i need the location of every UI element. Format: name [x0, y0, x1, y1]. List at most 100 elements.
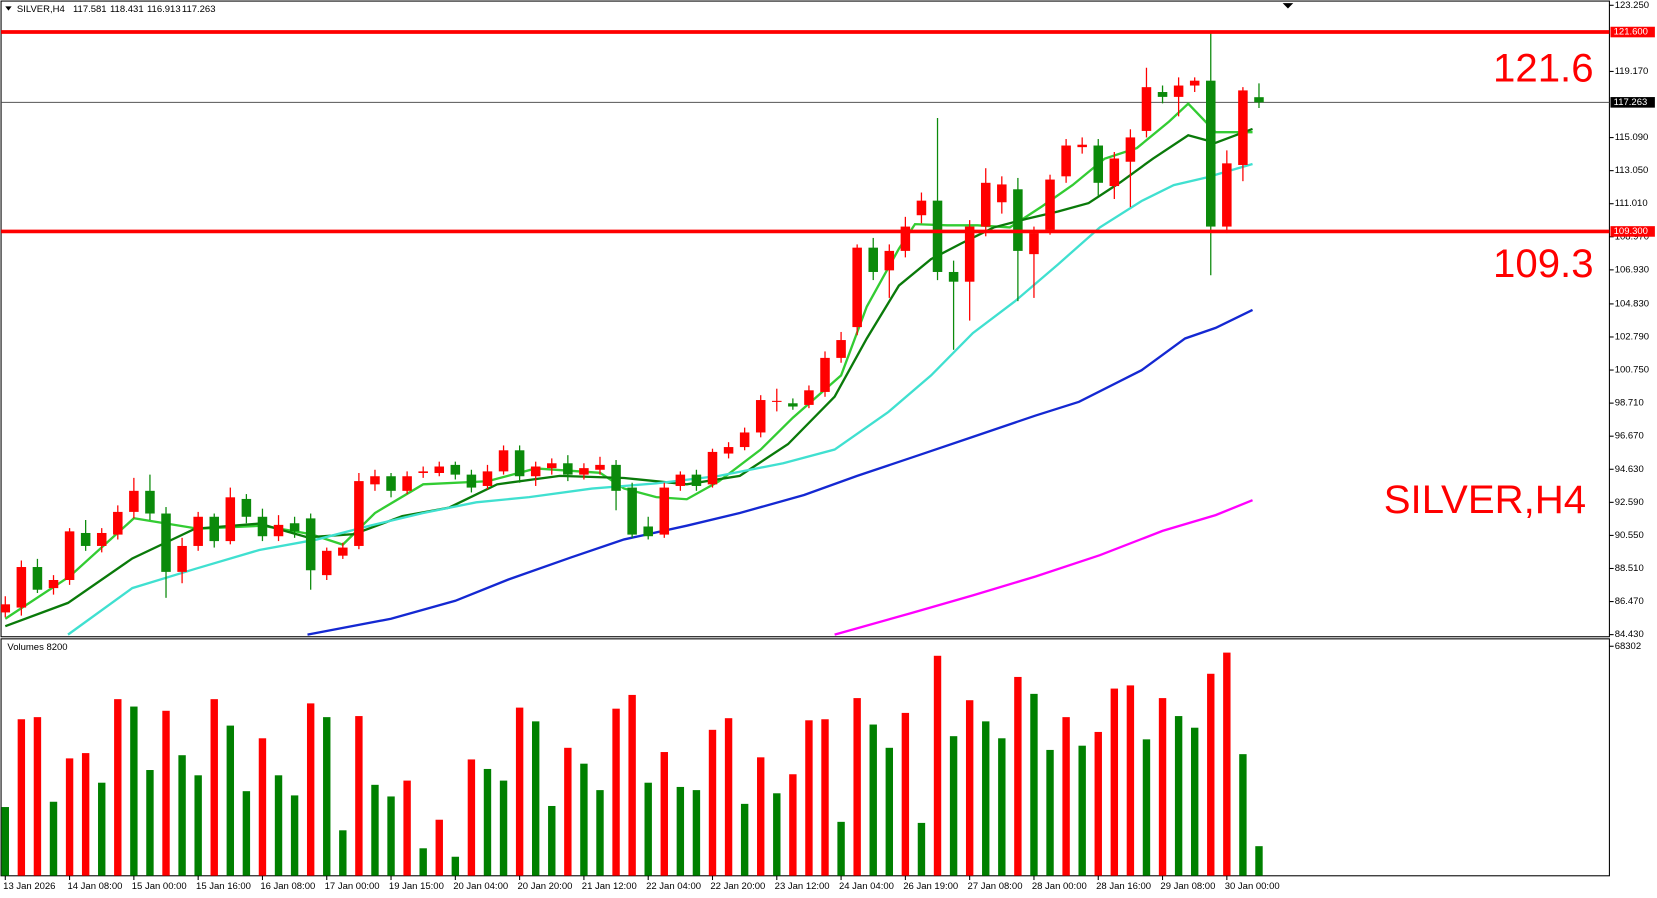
volume-bar — [933, 655, 942, 876]
volume-bar — [306, 703, 315, 876]
candle-body — [321, 550, 332, 576]
level-box — [1610, 26, 1655, 38]
volume-bar — [17, 719, 26, 876]
volume-bar — [323, 717, 331, 876]
x-tick-label: 30 Jan 00:00 — [1225, 881, 1280, 892]
volume-bar — [1174, 716, 1183, 876]
candle-body — [1173, 85, 1184, 97]
volume-bar — [258, 738, 267, 876]
volume-bar — [467, 759, 476, 876]
x-tick-label: 27 Jan 08:00 — [968, 881, 1023, 892]
volume-bar — [596, 790, 604, 876]
x-tick-label: 26 Jan 19:00 — [903, 881, 958, 892]
volume-bar — [580, 763, 588, 876]
volume-bar — [499, 780, 508, 876]
volume-bar — [1223, 652, 1231, 876]
candle-body — [113, 511, 123, 535]
x-tick-label: 29 Jan 08:00 — [1160, 881, 1215, 892]
moving-average — [834, 499, 1253, 636]
volume-bar — [387, 796, 395, 876]
candle-body — [563, 463, 573, 475]
volume-bar — [33, 717, 42, 876]
volume-bar — [483, 768, 492, 876]
y-tick-label: 106.930 — [1615, 264, 1649, 275]
candle-body — [225, 497, 236, 542]
header-close: 117.263 — [182, 4, 216, 15]
shift-marker — [1282, 3, 1294, 9]
volume-bar — [1062, 717, 1070, 876]
volume-bar — [821, 719, 829, 876]
y-tick-label: 115.090 — [1615, 132, 1649, 143]
candle-body — [16, 567, 27, 608]
y-tick-label: 111.010 — [1615, 198, 1648, 209]
volume-bar — [114, 699, 122, 876]
volume-tick-label: 68302 — [1615, 641, 1641, 652]
candle-body — [129, 490, 139, 512]
volume-bar — [194, 775, 202, 876]
volume-bar — [757, 757, 765, 876]
candle-body — [514, 450, 525, 477]
volume-bar — [901, 712, 910, 876]
candle-body — [482, 471, 493, 486]
volume-bar — [837, 821, 845, 876]
volume-bar — [1239, 754, 1247, 876]
candle-body — [96, 532, 107, 546]
volume-bar — [692, 790, 701, 876]
header-arrow — [5, 6, 12, 11]
candle-body — [643, 526, 653, 537]
y-tick-label: 84.430 — [1615, 629, 1644, 640]
candle-body — [868, 247, 878, 272]
y-tick-label: 90.550 — [1615, 530, 1644, 541]
candle-body — [1061, 145, 1071, 177]
volume-bar — [1078, 745, 1086, 876]
candle-body — [691, 474, 702, 486]
header-high: 118.431 — [110, 4, 144, 15]
y-tick-label: 98.710 — [1615, 398, 1644, 409]
candle-body — [659, 487, 670, 535]
candle-body — [884, 250, 895, 271]
candle-body — [1013, 189, 1023, 251]
y-tick-label: 92.590 — [1615, 497, 1644, 508]
candle-body — [916, 200, 927, 216]
candle-body — [386, 476, 396, 491]
volume-bar — [773, 793, 781, 876]
x-tick-label: 15 Jan 16:00 — [196, 881, 251, 892]
volume-bar — [531, 721, 540, 876]
volume-bar — [1046, 749, 1054, 876]
candle-body — [1045, 179, 1055, 230]
candle-body — [836, 340, 846, 358]
x-tick-label: 17 Jan 00:00 — [325, 881, 380, 892]
candle-body — [1206, 80, 1216, 227]
volume-bar — [740, 803, 749, 876]
header-low: 116.913 — [147, 4, 181, 15]
level-annotation: 109.3 — [1493, 241, 1594, 286]
volume-bar — [885, 747, 894, 876]
volume-bar — [965, 700, 974, 876]
volume-bar — [226, 725, 235, 876]
x-tick-label: 22 Jan 20:00 — [710, 881, 765, 892]
candle-body — [948, 271, 959, 282]
candle-body — [1157, 92, 1168, 97]
volume-bar — [853, 698, 861, 876]
volume-bar — [660, 752, 668, 876]
candle-body — [547, 463, 557, 469]
candle-body — [852, 247, 862, 328]
volume-bar — [1014, 676, 1022, 876]
volume-bar — [65, 758, 74, 876]
volume-bar — [146, 770, 154, 876]
candle-body — [1077, 144, 1087, 148]
candle-body — [273, 524, 284, 537]
volume-bar — [724, 718, 733, 876]
volume-bar — [1255, 846, 1263, 876]
candle-body — [370, 476, 380, 485]
volume-bar — [49, 801, 58, 876]
candle-body — [64, 531, 75, 580]
candle-body — [627, 487, 637, 535]
candle-body — [1254, 97, 1264, 103]
candle-body — [1238, 90, 1248, 165]
volume-bar — [1094, 731, 1102, 876]
candle-body — [579, 468, 589, 475]
volume-bar — [644, 782, 652, 876]
volume-bar — [708, 729, 717, 876]
volume-bar — [1142, 739, 1151, 876]
